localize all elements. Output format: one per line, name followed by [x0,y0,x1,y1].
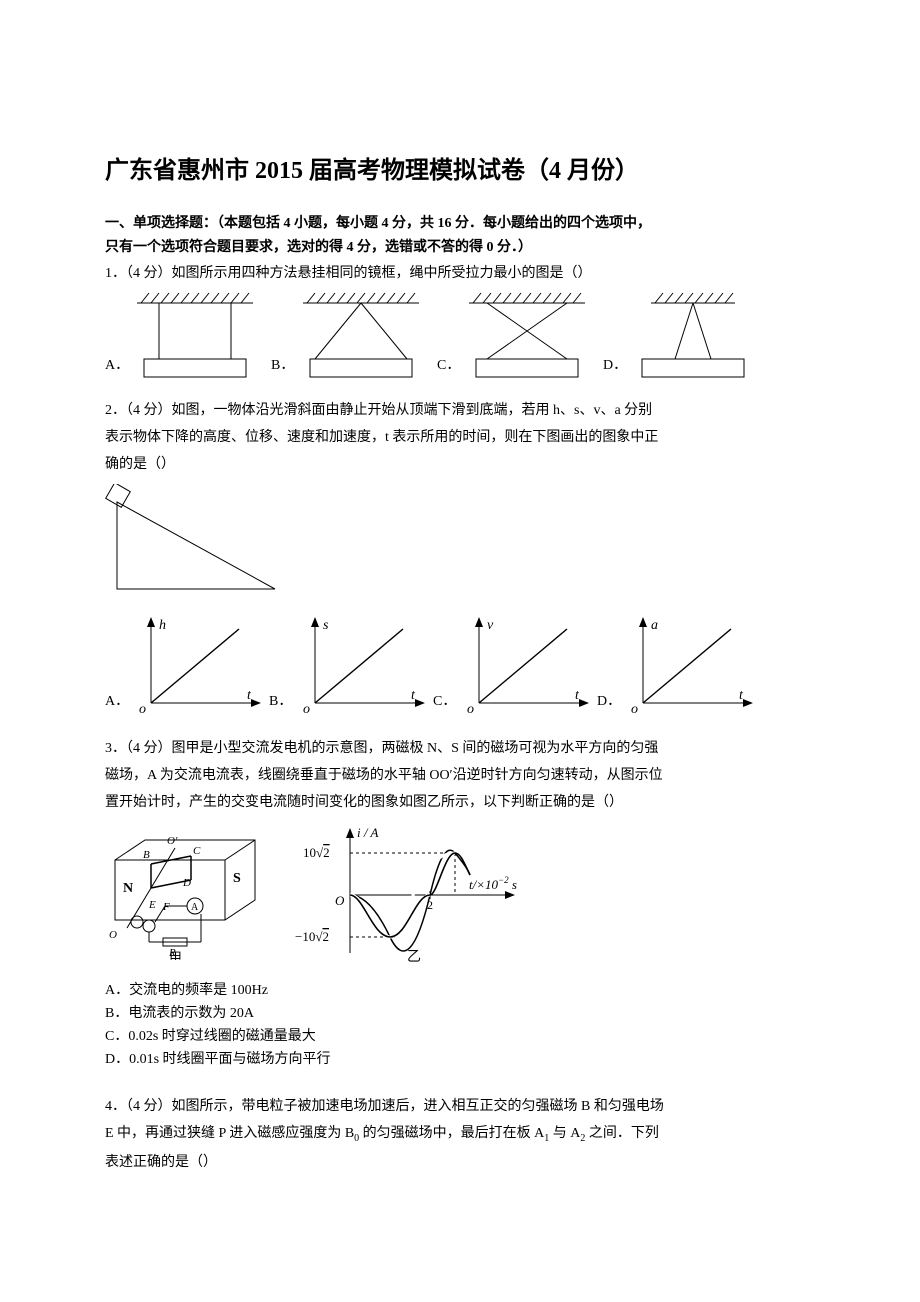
q2-a-label: A． [105,690,129,715]
q1-c-label: C． [437,354,459,379]
page-container: 广东省惠州市 2015 届高考物理模拟试卷（4 月份） 一、单项选择题：（本题包… [0,0,920,1230]
svg-text:B: B [143,849,150,861]
q2-c-graph: v t o [457,615,597,715]
q2-c-ylabel: v [487,618,494,633]
q2-d-ylabel: a [651,618,658,633]
q2-options: A． h t o B． [105,615,815,715]
q2-option-a: A． h t o [105,615,269,715]
q2-a-graph: h t o [129,615,269,715]
svg-text:A: A [191,902,199,913]
q4-line1: 4．（4 分）如图所示，带电粒子被加速电场加速后，进入相互正交的匀强磁场 B 和… [105,1095,815,1118]
q1-a-label: A． [105,354,127,379]
q1-a-diagram [129,289,261,379]
question-2: 2．（4 分）如图，一物体沿光滑斜面由静止开始从顶端下滑到底端，若用 h、s、v… [105,399,815,715]
q2-incline-diagram [105,484,815,607]
question-1: 1．（4 分）如图所示用四种方法悬挂相同的镜框，绳中所受拉力最小的图是（） A． [105,262,815,379]
q3-origin: O [335,893,345,908]
q1-b-label: B． [271,354,293,379]
q1-option-a: A． [105,289,261,379]
svg-text:C: C [193,845,201,857]
q3-ans-d: D．0.01s 时线圈平面与磁场方向平行 [105,1048,815,1071]
q1-options: A． B． [105,289,815,379]
svg-text:O: O [109,929,117,941]
q1-b-diagram [295,289,427,379]
q3-figures: N S B C D E F O′ O A [105,825,815,965]
q2-option-b: B． s t o [269,615,433,715]
svg-text:F: F [162,901,170,913]
q1-d-diagram [627,289,759,379]
q3-generator-diagram: N S B C D E F O′ O A [105,830,265,960]
q3-ans-c: C．0.02s 时穿过线圈的磁通量最大 [105,1025,815,1048]
q3-caption: 乙 [407,949,421,965]
q2-option-d: D． a t o [597,615,761,715]
svg-text:−10√2: −10√2 [295,929,329,944]
q1-option-d: D． [603,289,759,379]
q3-answers: A．交流电的频率是 100Hz B．电流表的示数为 20A C．0.02s 时穿… [105,979,815,1071]
q2-a-ylabel: h [159,618,166,633]
q2-d-graph: a t o [621,615,761,715]
question-4: 4．（4 分）如图所示，带电粒子被加速电场加速后，进入相互正交的匀强磁场 B 和… [105,1095,815,1174]
q4-line2: E 中，再通过狭缝 P 进入磁感应强度为 B0 的匀强磁场中，最后打在板 A1 … [105,1122,815,1147]
svg-text:甲: 甲 [169,950,182,960]
svg-text:O′: O′ [167,835,178,847]
q4-line3: 表述正确的是（） [105,1151,815,1174]
q3-ylabel: i / A [357,825,378,840]
q1-option-b: B． [271,289,427,379]
q2-c-label: C． [433,690,457,715]
q2-line2: 表示物体下降的高度、位移、速度和加速度，t 表示所用的时间，则在下图画出的图象中… [105,426,815,449]
q1-text: 1．（4 分）如图所示用四种方法悬挂相同的镜框，绳中所受拉力最小的图是（） [105,262,815,285]
section-1-heading-line2: 只有一个选项符合题目要求，选对的得 4 分，选错或不答的得 0 分．） [105,237,815,259]
q1-d-label: D． [603,354,625,379]
svg-text:10√2: 10√2 [303,845,330,860]
svg-text:t/×10−2 s: t/×10−2 s [469,875,517,892]
q2-line3: 确的是（） [105,453,815,476]
svg-text:o: o [467,702,474,715]
q1-option-c: C． [437,289,593,379]
svg-text:N: N [123,881,133,896]
svg-text:o: o [139,702,146,715]
section-1-heading-line1: 一、单项选择题：（本题包括 4 小题，每小题 4 分，共 16 分．每小题给出的… [105,213,815,235]
q2-d-label: D． [597,690,621,715]
svg-text:E: E [148,899,156,911]
q2-b-graph: s t o [293,615,433,715]
question-3: 3．（4 分）图甲是小型交流发电机的示意图，两磁极 N、S 间的磁场可视为水平方… [105,737,815,1071]
q2-b-label: B． [269,690,293,715]
q3-line1: 3．（4 分）图甲是小型交流发电机的示意图，两磁极 N、S 间的磁场可视为水平方… [105,737,815,760]
svg-text:D: D [182,877,191,889]
exam-title: 广东省惠州市 2015 届高考物理模拟试卷（4 月份） [105,150,815,185]
svg-text:o: o [631,702,638,715]
q1-c-diagram [461,289,593,379]
q3-sine-graph: i / A t/×10−2 s O 10√2 −10√2 2 乙 [295,825,525,965]
q2-b-ylabel: s [323,618,329,633]
svg-text:S: S [233,871,241,886]
svg-text:o: o [303,702,310,715]
q2-option-c: C． v t o [433,615,597,715]
q3-ans-b: B．电流表的示数为 20A [105,1002,815,1025]
q3-ans-a: A．交流电的频率是 100Hz [105,979,815,1002]
q3-line2: 磁场，A 为交流电流表，线圈绕垂直于磁场的水平轴 OO′沿逆时针方向匀速转动，从… [105,764,815,787]
q3-line3: 置开始计时，产生的交变电流随时间变化的图象如图乙所示，以下判断正确的是（） [105,791,815,814]
q2-line1: 2．（4 分）如图，一物体沿光滑斜面由静止开始从顶端下滑到底端，若用 h、s、v… [105,399,815,422]
